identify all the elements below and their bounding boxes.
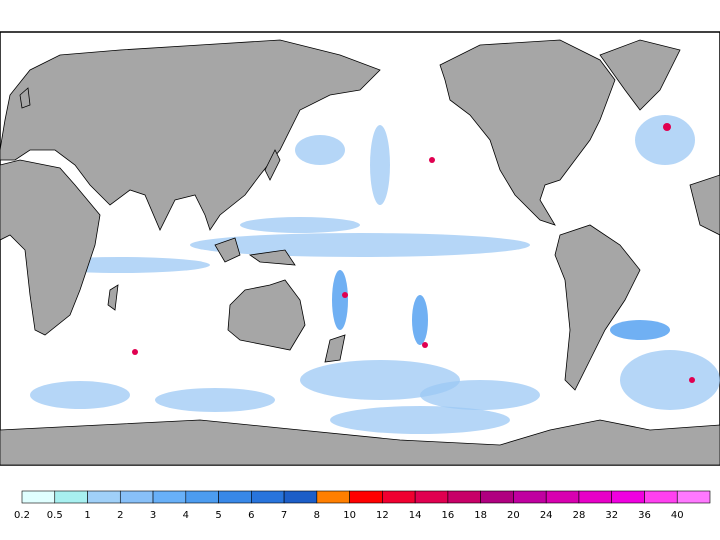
- colorbar-label: 24: [540, 510, 553, 521]
- colorbar-swatch: [21, 490, 56, 504]
- land: [0, 39, 720, 466]
- colorbar-swatch: [349, 490, 383, 504]
- colorbar-swatch: [87, 490, 121, 504]
- colorbar-swatch: [316, 490, 350, 504]
- colorbar-swatch: [447, 490, 481, 504]
- colorbar-swatch: [480, 490, 514, 504]
- colorbar-swatch: [54, 490, 88, 504]
- colorbar-swatch: [251, 490, 285, 504]
- colorbar-label: 20: [507, 510, 520, 521]
- colorbar-label: 16: [442, 510, 455, 521]
- colorbar-swatch: [414, 490, 449, 504]
- colorbar-swatch: [382, 490, 416, 504]
- colorbar-swatch: [218, 490, 252, 504]
- colorbar-label: 14: [409, 510, 422, 521]
- colorbar-label: 5: [215, 510, 221, 521]
- colorbar-swatch: [119, 490, 154, 504]
- colorbar-swatch: [513, 490, 547, 504]
- colorbar-label: 0.2: [14, 510, 30, 521]
- colorbar-swatch: [185, 490, 219, 504]
- colorbar-label: 1: [84, 510, 90, 521]
- colorbar-label: 6: [248, 510, 254, 521]
- colorbar-label: 32: [605, 510, 618, 521]
- colorbar-swatch: [644, 490, 678, 504]
- colorbar-label: 36: [638, 510, 651, 521]
- colorbar-label: 3: [150, 510, 156, 521]
- colorbar-label: 4: [183, 510, 189, 521]
- colorbar-label: 28: [573, 510, 586, 521]
- colorbar-label: 10: [343, 510, 356, 521]
- precipitation: [30, 115, 720, 434]
- colorbar-swatch: [545, 490, 580, 504]
- colorbar-swatch: [152, 490, 187, 504]
- colorbar-label: 2: [117, 510, 123, 521]
- colorbar-label: 7: [281, 510, 287, 521]
- colorbar-label: 18: [474, 510, 487, 521]
- colorbar-label: 40: [671, 510, 684, 521]
- colorbar-label: 12: [376, 510, 389, 521]
- colorbar-swatch: [578, 490, 613, 504]
- colorbar-label: 0.5: [47, 510, 63, 521]
- colorbar: 0.2 0.5 1 2 3 4 5 6 7 8 10 12 14 16 18 20 24 28 32 36 40: [14, 490, 711, 521]
- colorbar-label: 8: [314, 510, 320, 521]
- map: [0, 31, 720, 466]
- colorbar-swatch: [676, 490, 711, 504]
- colorbar-swatch: [283, 490, 318, 504]
- colorbar-swatch: [611, 490, 645, 504]
